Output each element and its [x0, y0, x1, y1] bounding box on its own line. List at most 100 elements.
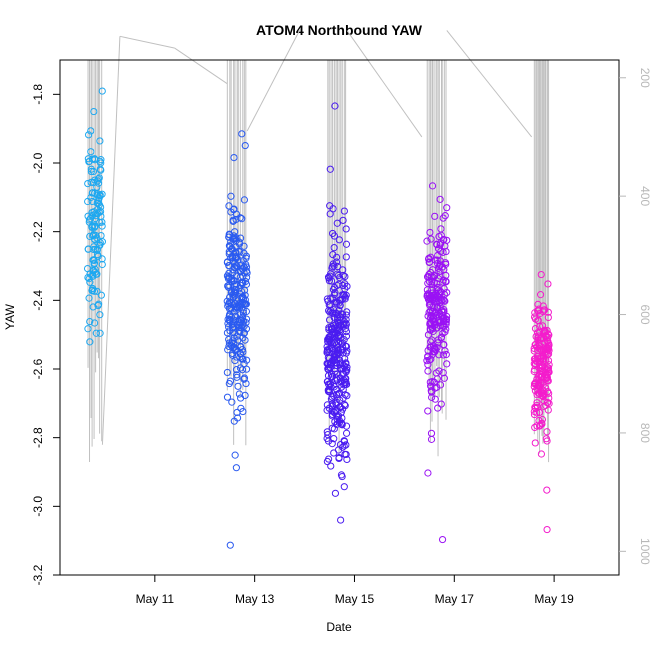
secondary-line-segment: [119, 35, 175, 49]
scatter-point: [437, 334, 445, 342]
scatter-point: [537, 354, 545, 362]
scatter-point: [98, 87, 106, 95]
scatter-point: [96, 137, 104, 145]
scatter-point: [242, 263, 251, 271]
scatter-point: [543, 525, 551, 534]
y-tick-label: -2.6: [31, 358, 45, 379]
scatter-point: [232, 234, 240, 242]
scatter-point: [323, 406, 331, 414]
scatter-point: [533, 375, 541, 383]
scatter-point: [330, 381, 338, 389]
scatter-point: [427, 253, 435, 261]
scatter-point: [239, 334, 247, 342]
scatter-point: [428, 307, 436, 315]
scatter-point: [97, 291, 105, 299]
secondary-y-axis: 200 400 600 800 1000: [619, 68, 650, 565]
scatter-point: [442, 278, 450, 286]
scatter-point: [340, 381, 348, 389]
scatter-point: [324, 359, 332, 368]
scatter-point: [436, 381, 445, 389]
scatter-point: [340, 437, 348, 445]
scatter-point: [84, 155, 92, 163]
scatter-point: [542, 356, 550, 364]
scatter-point: [239, 309, 247, 317]
scatter-point: [340, 207, 348, 215]
scatter-point: [427, 235, 435, 243]
secondary-line-segment: [346, 30, 423, 138]
scatter-point: [98, 218, 106, 226]
scatter-point: [427, 355, 435, 363]
scatter-point: [534, 386, 542, 394]
scatter-point: [437, 225, 445, 233]
scatter-point: [425, 255, 433, 263]
scatter-point: [342, 253, 350, 261]
scatter-point: [439, 214, 447, 222]
scatter-point: [86, 278, 94, 286]
y2-tick-label: 600: [638, 305, 650, 325]
scatter-point: [231, 300, 239, 308]
scatter-point: [342, 422, 351, 430]
scatter-point: [342, 450, 350, 459]
scatter-point: [424, 312, 432, 320]
scatter-point: [441, 297, 449, 305]
scatter-point: [91, 222, 99, 230]
scatter-point: [230, 205, 238, 213]
scatter-point: [91, 268, 99, 276]
scatter-point: [535, 390, 544, 398]
scatter-point: [98, 260, 106, 269]
scatter-point: [342, 315, 350, 324]
scatter-point: [423, 237, 431, 245]
scatter-point: [331, 329, 339, 337]
scatter-point: [332, 399, 340, 407]
scatter-point: [229, 216, 237, 224]
scatter-point: [342, 429, 351, 437]
scatter-point: [229, 320, 238, 328]
scatter-point: [94, 199, 103, 207]
scatter-point: [341, 272, 349, 281]
scatter-point: [438, 263, 447, 271]
scatter-point: [423, 357, 431, 365]
scatter-point: [96, 165, 104, 173]
scatter-point: [330, 355, 338, 364]
scatter-point: [325, 325, 333, 334]
scatter-point: [231, 451, 239, 459]
scatter-point: [543, 337, 551, 345]
scatter-point: [94, 301, 102, 310]
x-axis: May 11 May 13 May 15 May 17 May 19: [136, 575, 574, 606]
scatter-point: [87, 148, 95, 156]
scatter-point: [530, 313, 539, 321]
scatter-points-layer: [83, 87, 553, 549]
scatter-point: [343, 455, 351, 464]
scatter-point: [327, 343, 335, 352]
scatter-point: [226, 327, 234, 335]
scatter-point: [324, 335, 333, 343]
scatter-point: [98, 238, 106, 246]
scatter-point: [343, 392, 351, 400]
scatter-point: [93, 234, 101, 242]
y-axis: -3.2 -3.0 -2.8 -2.6 -2.4 -2.2 -2.0 -1.8: [31, 84, 60, 585]
scatter-point: [541, 306, 549, 314]
scatter-point: [88, 197, 96, 206]
scatter-point: [223, 368, 231, 377]
scatter-point: [224, 319, 232, 328]
scatter-point: [330, 392, 338, 400]
scatter-point: [539, 302, 547, 310]
scatter-point: [232, 272, 241, 280]
scatter-point: [91, 210, 99, 218]
scatter-point: [225, 202, 233, 210]
scatter-point: [339, 266, 347, 274]
scatter-point: [242, 365, 251, 373]
scatter-point: [236, 248, 244, 256]
scatter-point: [425, 297, 434, 305]
scatter-point: [434, 274, 442, 282]
scatter-point: [89, 178, 97, 187]
scatter-point: [335, 236, 343, 244]
scatter-point: [230, 417, 238, 425]
scatter-point: [342, 324, 350, 333]
scatter-point: [545, 399, 553, 408]
scatter-point: [226, 377, 235, 385]
scatter-point: [87, 193, 95, 202]
scatter-point: [227, 192, 235, 200]
scatter-point: [336, 359, 345, 367]
scatter-point: [238, 130, 246, 138]
